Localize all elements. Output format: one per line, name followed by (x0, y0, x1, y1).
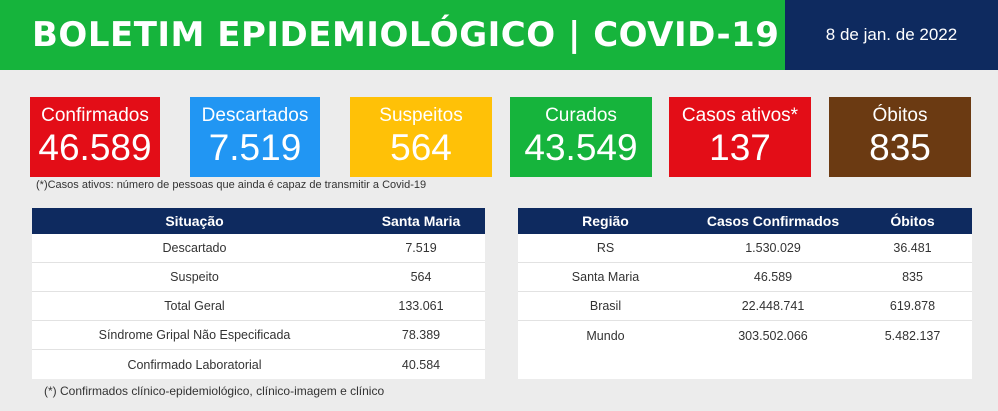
row-value: 133.061 (398, 299, 444, 313)
table-row: Santa Maria 46.589 835 (518, 263, 972, 292)
card-value: 835 (869, 127, 931, 168)
confirmed-note: (*) Confirmados clínico-epidemiológico, … (44, 384, 385, 398)
card-label: Suspeitos (379, 105, 463, 126)
card-descartados: Descartados 7.519 (190, 97, 320, 177)
situacao-table: Situação Santa Maria Descartado 7.519 Su… (32, 208, 485, 379)
column-header: Região (582, 213, 629, 229)
table-row: Síndrome Gripal Não Especificada 78.389 (32, 321, 485, 350)
column-header: Casos Confirmados (706, 213, 840, 229)
card-label: Descartados (201, 105, 309, 126)
row-label: Suspeito (170, 270, 219, 284)
card-value: 137 (709, 127, 771, 168)
card-label: Curados (545, 105, 617, 126)
row-value: 303.502.066 (738, 328, 808, 343)
row-value: 1.530.029 (745, 241, 801, 255)
row-value: 835 (902, 270, 923, 284)
table-row: Brasil 22.448.741 619.878 (518, 292, 972, 321)
column-header: Santa Maria (381, 213, 461, 229)
row-value: 40.584 (401, 357, 441, 372)
card-label: Óbitos (872, 105, 928, 126)
active-cases-note: (*)Casos ativos: número de pessoas que a… (36, 179, 427, 191)
row-label: Santa Maria (571, 270, 640, 284)
column-header: Óbitos (890, 213, 935, 229)
row-value: 5.482.137 (884, 328, 941, 343)
row-label: RS (596, 241, 615, 255)
header-banner: BOLETIM EPIDEMIOLÓGICO | COVID-19 (0, 0, 785, 70)
row-label: Brasil (589, 299, 622, 313)
card-obitos: Óbitos 835 (829, 97, 971, 177)
row-value: 78.389 (401, 328, 441, 342)
row-value: 7.519 (405, 241, 437, 255)
card-value: 564 (390, 127, 452, 168)
card-value: 46.589 (38, 127, 152, 168)
card-casos-ativos: Casos ativos* 137 (669, 97, 811, 177)
table-row: Suspeito 564 (32, 263, 485, 292)
table-row: Mundo 303.502.066 5.482.137 (518, 321, 972, 350)
table-row: Confirmado Laboratorial 40.584 (32, 350, 485, 379)
card-confirmados: Confirmados 46.589 (30, 97, 160, 177)
row-value: 22.448.741 (741, 299, 805, 313)
bulletin-date: 8 de jan. de 2022 (785, 0, 998, 70)
table-row: RS 1.530.029 36.481 (518, 234, 972, 263)
card-value: 43.549 (524, 127, 638, 168)
table-row: Total Geral 133.061 (32, 292, 485, 321)
regiao-table: Região Casos Confirmados Óbitos RS 1.530… (518, 208, 972, 379)
row-label: Síndrome Gripal Não Especificada (98, 328, 291, 342)
row-value: 36.481 (893, 241, 932, 255)
row-value: 564 (410, 270, 432, 284)
row-label: Descartado (162, 241, 227, 255)
row-label: Confirmado Laboratorial (127, 357, 262, 372)
row-value: 619.878 (889, 299, 936, 313)
card-label: Confirmados (41, 105, 149, 126)
page-title: BOLETIM EPIDEMIOLÓGICO | COVID-19 (32, 15, 780, 55)
card-label: Casos ativos* (681, 105, 799, 126)
table-header: Região Casos Confirmados Óbitos (518, 208, 972, 234)
row-label: Mundo (586, 328, 625, 343)
row-label: Total Geral (164, 299, 225, 313)
table-row: Descartado 7.519 (32, 234, 485, 263)
card-value: 7.519 (208, 127, 302, 168)
table-header: Situação Santa Maria (32, 208, 485, 234)
column-header: Situação (165, 213, 224, 229)
row-value: 46.589 (753, 270, 793, 284)
card-suspeitos: Suspeitos 564 (350, 97, 492, 177)
card-curados: Curados 43.549 (510, 97, 652, 177)
